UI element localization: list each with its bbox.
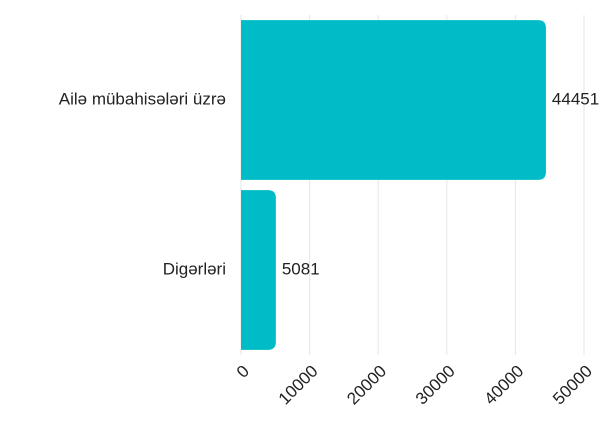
y-tick-label: Ailə mübahisələri üzrə [59,89,226,108]
x-tick-label: 50000 [549,362,596,409]
data-label: 44451 [552,89,599,108]
data-label: 5081 [282,259,320,278]
x-tick-label: 0 [233,362,253,382]
bar [241,20,546,180]
y-tick-label: Digərləri [163,259,226,278]
x-tick-label: 40000 [481,362,528,409]
x-tick-label: 30000 [412,362,459,409]
x-tick-label: 10000 [275,362,322,409]
x-tick-label: 20000 [343,362,390,409]
bar [241,190,276,350]
